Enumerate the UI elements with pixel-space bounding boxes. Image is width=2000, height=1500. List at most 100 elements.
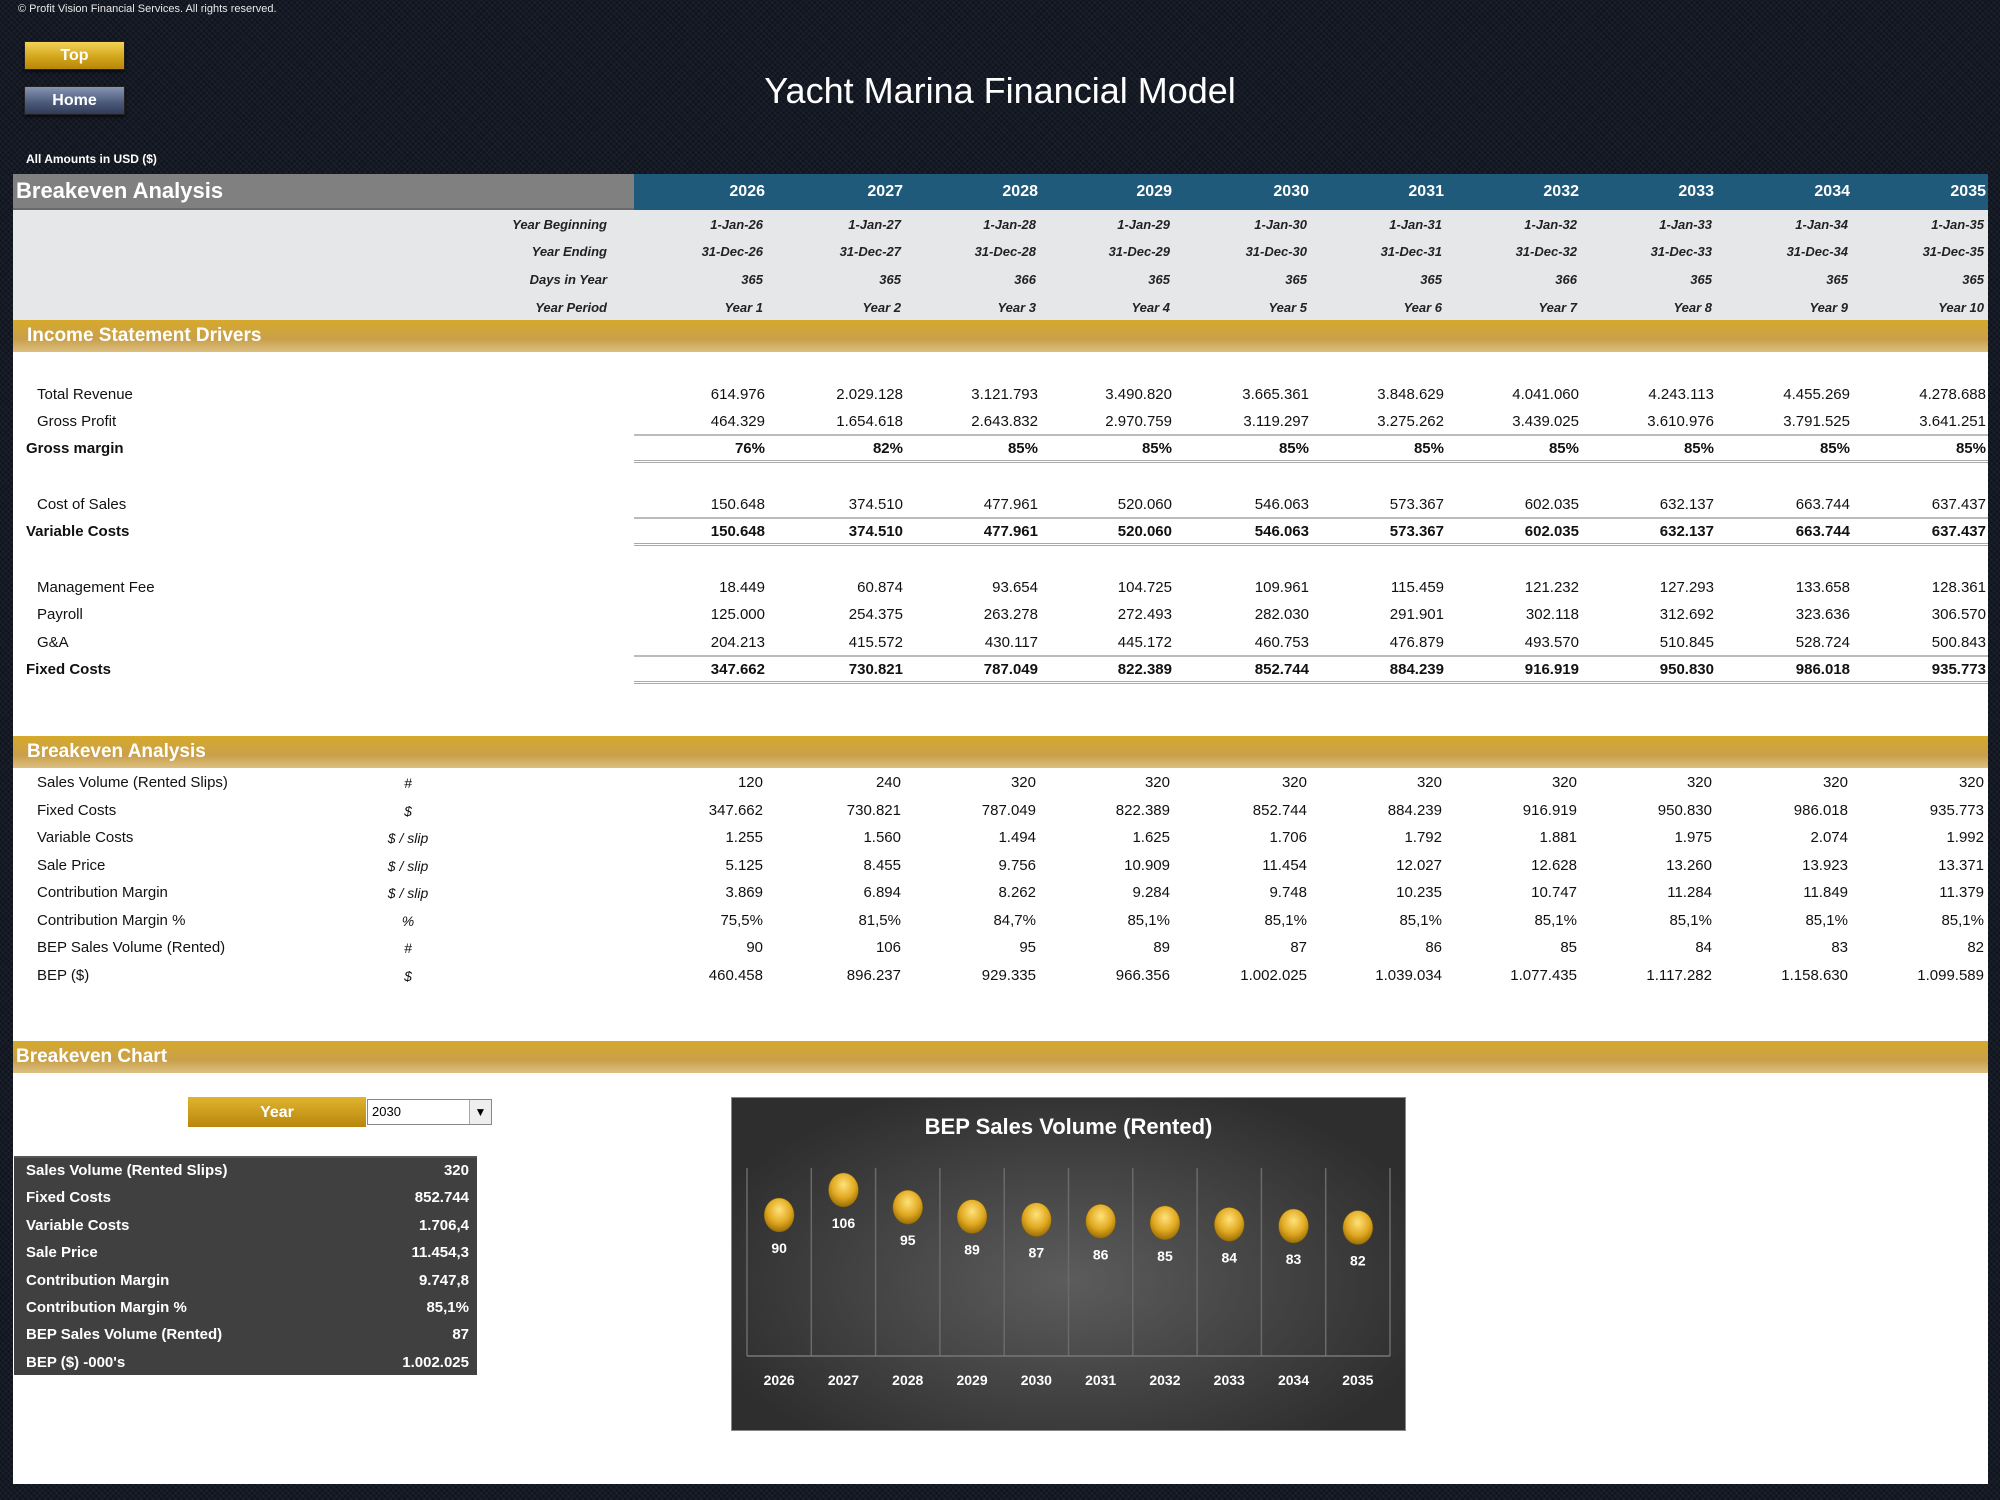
data-label: 82 — [1350, 1253, 1366, 1269]
table-cell: 82 — [1967, 939, 1984, 956]
info-cell: 31-Dec-34 — [1786, 244, 1848, 259]
year-header: 2033 — [1678, 183, 1714, 200]
table-cell: 85% — [1955, 440, 1986, 457]
info-cell: 1-Jan-26 — [710, 217, 763, 232]
data-point — [956, 1199, 988, 1234]
table-cell: 254.375 — [848, 606, 903, 623]
table-cell: 90 — [746, 939, 763, 956]
info-cell: Year 6 — [1403, 300, 1442, 315]
year-button[interactable]: Year — [188, 1097, 366, 1127]
table-cell: 93.654 — [992, 579, 1038, 596]
table-cell: 1.992 — [1946, 829, 1984, 846]
row-unit: $ — [404, 802, 412, 819]
table-cell: 3.119.297 — [1243, 413, 1309, 430]
table-cell: 85 — [1560, 939, 1577, 956]
info-cell: 31-Dec-32 — [1515, 244, 1577, 259]
summary-label: Sales Volume (Rented Slips) — [26, 1162, 228, 1179]
table-cell: 602.035 — [1524, 523, 1579, 540]
row-label: Variable Costs — [26, 523, 130, 540]
table-cell: 986.018 — [1793, 801, 1848, 819]
table-cell: 89 — [1153, 939, 1170, 956]
summary-label: Fixed Costs — [26, 1189, 112, 1207]
row-unit: $ / slip — [387, 830, 429, 846]
summary-label: Sale Price — [26, 1244, 98, 1262]
section-title: Breakeven Analysis — [16, 178, 224, 203]
table-cell: 884.239 — [1387, 801, 1442, 819]
info-cell: 365 — [879, 272, 901, 287]
table-cell: 85% — [1548, 440, 1579, 457]
table-cell: 500.843 — [1931, 634, 1986, 651]
table-cell: 929.335 — [981, 966, 1036, 984]
info-cell: 31-Dec-26 — [701, 244, 763, 259]
table-cell: 730.821 — [846, 801, 901, 819]
summary-value: 1.706,4 — [418, 1216, 469, 1234]
table-cell: 5.125 — [725, 856, 763, 874]
table-cell: 4.041.060 — [1512, 386, 1579, 403]
year-select[interactable]: 2030 ▼ — [367, 1099, 492, 1125]
x-tick-label: 2029 — [956, 1372, 987, 1388]
table-cell: 320 — [1822, 774, 1848, 791]
table-cell: 85,1% — [1264, 911, 1307, 929]
info-cell: Year 2 — [862, 300, 901, 315]
chevron-down-icon[interactable]: ▼ — [469, 1100, 491, 1124]
summary-label: Contribution Margin — [26, 1271, 170, 1289]
table-cell: 460.458 — [708, 966, 763, 984]
table-cell: 306.570 — [1931, 606, 1986, 623]
summary-row: Sales Volume (Rented Slips) 320 — [26, 1162, 469, 1189]
table-cell: 320 — [1958, 774, 1984, 791]
table-cell: 493.570 — [1524, 634, 1579, 651]
table-cell: 85,1% — [1805, 911, 1848, 929]
table-cell: 6.894 — [863, 884, 901, 901]
summary-label: BEP Sales Volume (Rented) — [26, 1326, 223, 1344]
year-header: 2027 — [867, 183, 903, 200]
table-cell: 950.830 — [1657, 801, 1712, 819]
table-cell: 3.848.629 — [1377, 386, 1444, 403]
table-cell: 1.117.282 — [1646, 966, 1712, 984]
table-cell: 3.490.820 — [1105, 386, 1172, 403]
table-cell: 9.748 — [1269, 884, 1307, 901]
table-cell: 9.756 — [998, 856, 1036, 874]
row-label: Gross margin — [26, 440, 124, 457]
table-cell: 263.278 — [983, 606, 1038, 623]
row-label: Fixed Costs — [26, 661, 112, 678]
summary-row: Sale Price 11.454,3 — [26, 1244, 469, 1271]
x-tick-label: 2027 — [828, 1372, 859, 1388]
table-cell: 632.137 — [1659, 523, 1714, 540]
row-divider — [634, 460, 1988, 463]
row-label: Contribution Margin — [37, 884, 168, 901]
year-select-value: 2030 — [372, 1104, 401, 1119]
table-cell: 272.493 — [1117, 606, 1172, 623]
info-cell: 365 — [1148, 272, 1170, 287]
data-label: 86 — [1093, 1246, 1109, 1262]
table-cell: 2.970.759 — [1105, 413, 1172, 430]
summary-row: BEP ($) -000's 1.002.025 — [26, 1354, 469, 1381]
table-cell: 614.976 — [710, 386, 765, 403]
year-header: 2035 — [1950, 183, 1986, 200]
table-cell: 347.662 — [708, 801, 763, 819]
table-cell: 12.628 — [1531, 856, 1577, 874]
table-cell: 1.706 — [1269, 829, 1307, 846]
table-cell: 85,1% — [1941, 911, 1984, 929]
table-cell: 10.235 — [1396, 884, 1442, 901]
row-unit: $ / slip — [387, 885, 429, 901]
table-cell: 546.063 — [1254, 523, 1309, 540]
x-tick-label: 2030 — [1021, 1372, 1052, 1388]
bep-chart: BEP Sales Volume (Rented) 90 2026 106 2027 9… — [731, 1097, 1406, 1431]
table-cell: 2.074 — [1810, 829, 1848, 846]
info-label: Year Beginning — [512, 217, 607, 232]
table-cell: 320 — [1551, 774, 1577, 791]
top-button[interactable]: Top — [24, 41, 125, 70]
info-cell: 1-Jan-35 — [1931, 217, 1984, 232]
table-cell: 8.455 — [863, 856, 901, 874]
table-cell: 8.262 — [998, 884, 1036, 901]
info-label: Year Period — [535, 300, 607, 315]
info-cell: 365 — [741, 272, 763, 287]
table-cell: 127.293 — [1659, 579, 1714, 596]
table-cell: 104.725 — [1117, 579, 1172, 596]
home-button[interactable]: Home — [24, 86, 125, 115]
x-tick-label: 2034 — [1278, 1372, 1309, 1388]
table-cell: 464.329 — [710, 413, 765, 430]
table-cell: 82% — [872, 440, 903, 457]
summary-label: Contribution Margin % — [26, 1299, 187, 1316]
table-cell: 4.455.269 — [1783, 386, 1850, 403]
